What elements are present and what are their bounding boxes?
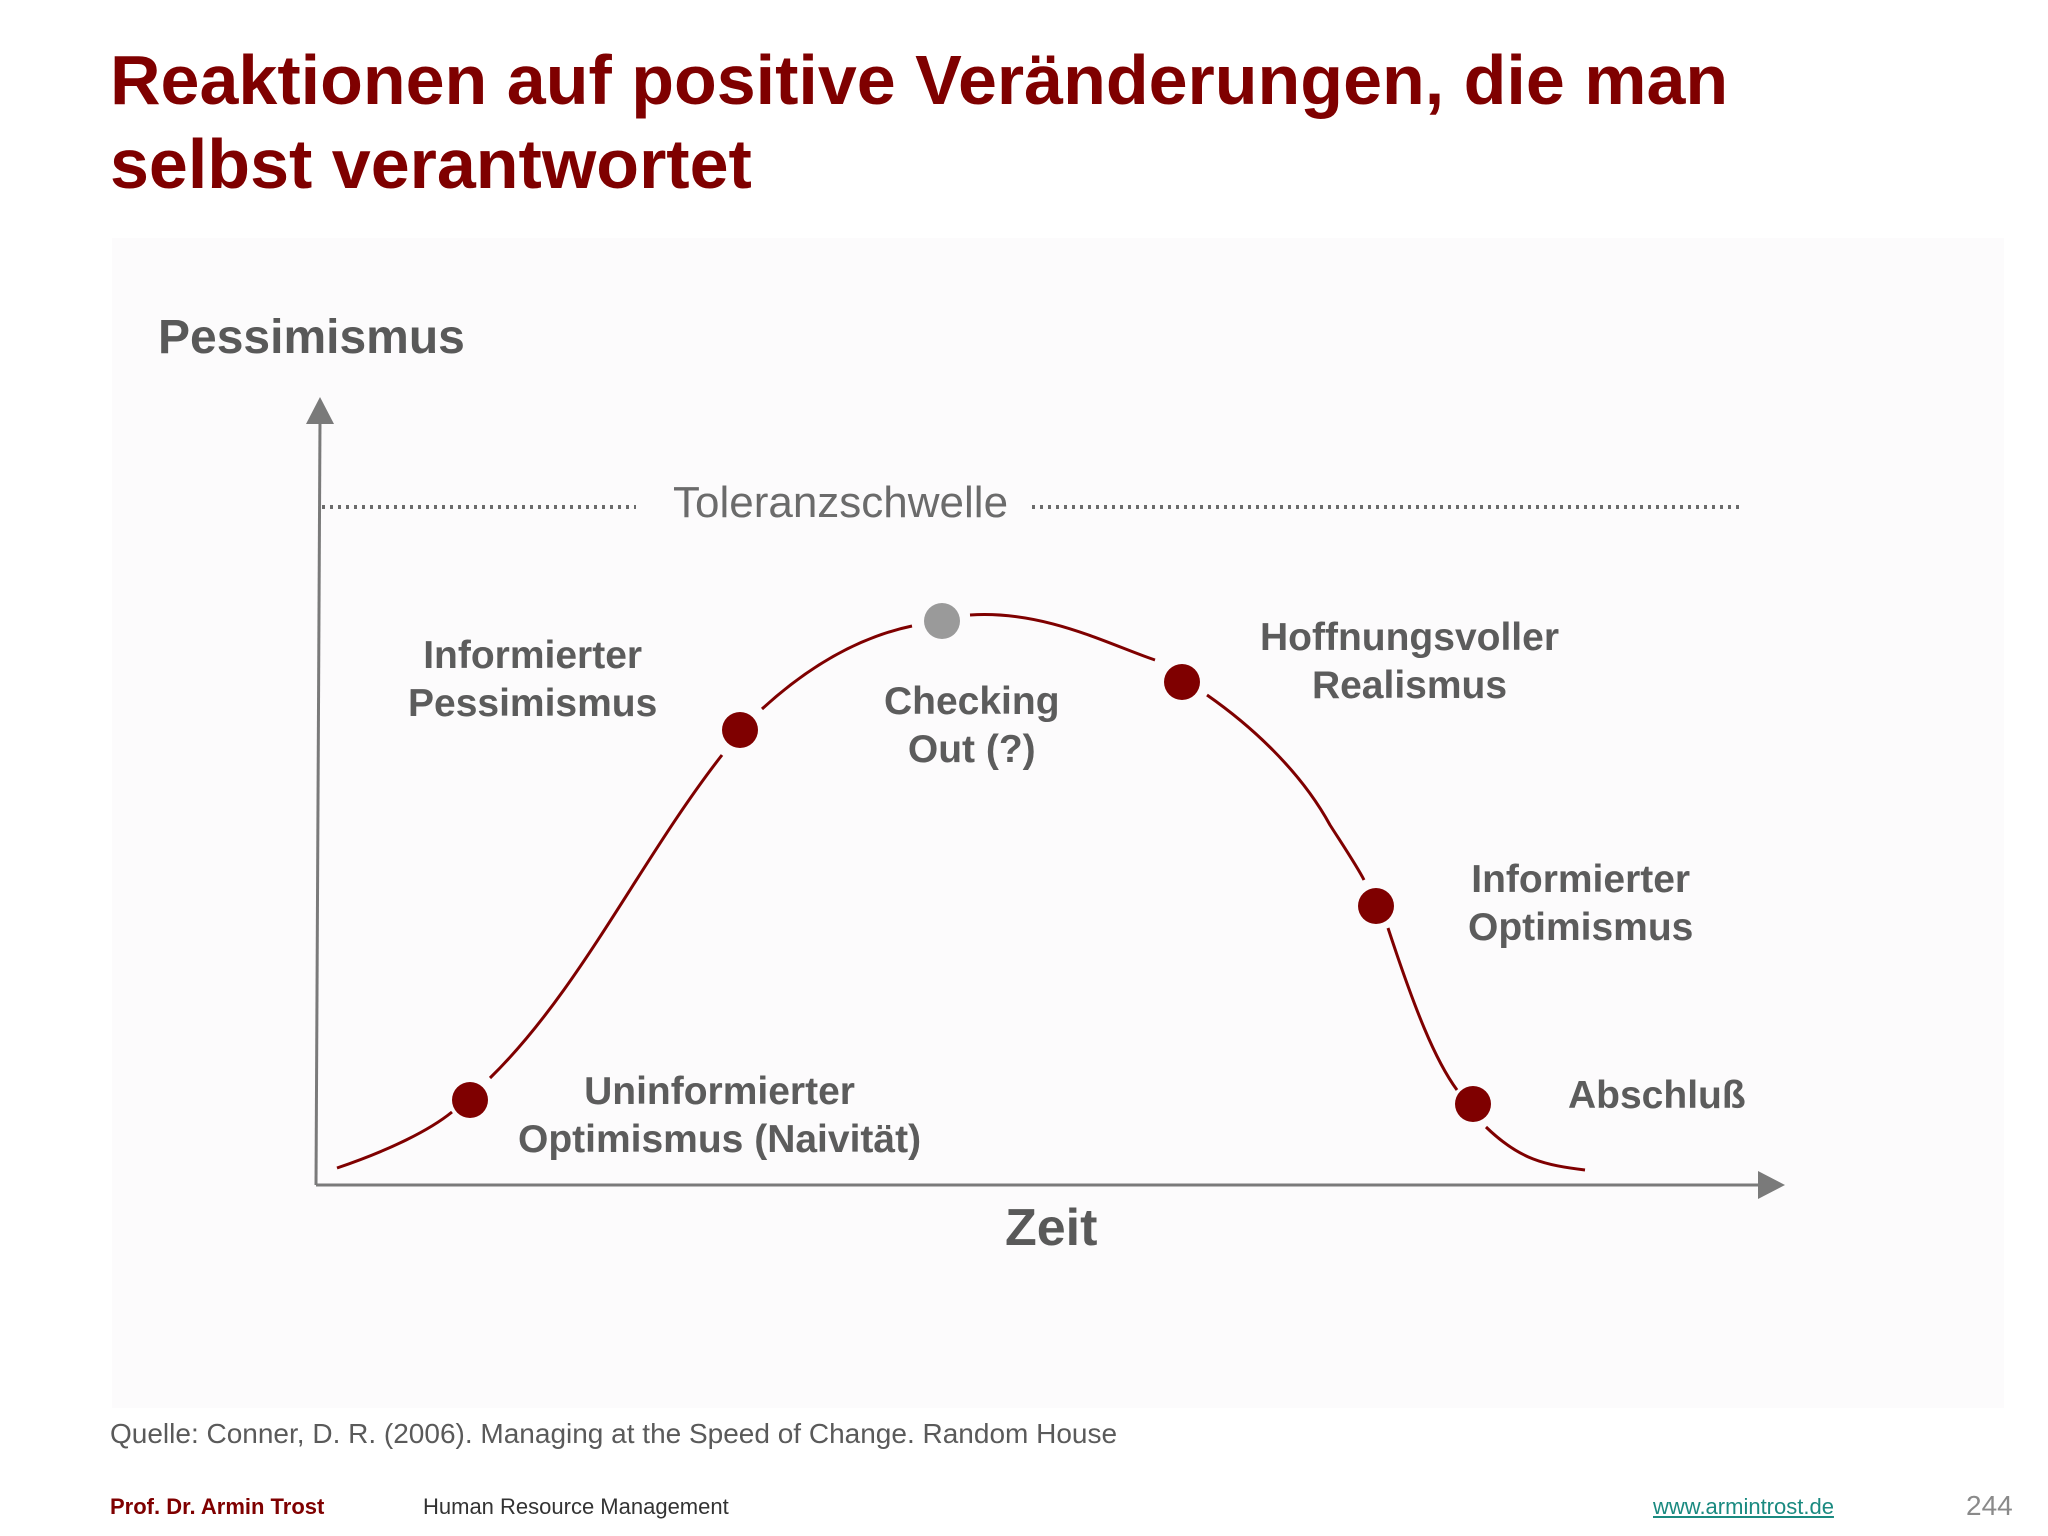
y-axis-line <box>314 419 322 1186</box>
footer-course: Human Resource Management <box>423 1494 729 1519</box>
x-axis-arrowhead <box>1758 1171 1785 1199</box>
stage-label-line: Out (?) <box>907 728 1036 771</box>
stage-label-line: Pessimismus <box>408 682 658 725</box>
stage-marker-uninformed-optimism <box>452 1082 488 1118</box>
stage-label-line: Informierter <box>423 634 643 677</box>
footer-author: Prof. Dr. Armin Trost <box>110 1494 325 1519</box>
stage-markers <box>452 603 1491 1122</box>
diagram-panel <box>112 238 2004 1408</box>
stage-label-uninformed-optimism: Uninformierter Optimismus (Naivität) <box>518 1068 921 1164</box>
stage-label-line: Optimismus (Naivität) <box>518 1118 922 1161</box>
slide-title-line-1: Reaktionen auf positive Veränderungen, d… <box>110 41 1729 119</box>
footer-website-link[interactable]: www.armintrost.de <box>1653 1494 1834 1519</box>
stage-label-completion: Abschluß <box>1568 1072 1746 1120</box>
stage-label-line: Uninformierter <box>584 1070 855 1113</box>
stage-label-informed-pessimism: Informierter Pessimismus <box>408 632 657 728</box>
page-number: 244 <box>1966 1490 2013 1521</box>
change-curve <box>336 613 1586 1172</box>
stage-marker-informed-optimism <box>1358 888 1394 924</box>
source-citation: Quelle: Conner, D. R. (2006). Managing a… <box>110 1418 1118 1449</box>
slide-title: Reaktionen auf positive Veränderungen, d… <box>110 38 1990 206</box>
stage-label-hopeful-realism: Hoffnungsvoller Realismus <box>1260 614 1559 710</box>
x-axis-label: Zeit <box>1005 1199 1098 1257</box>
y-axis-arrowhead <box>306 397 334 424</box>
stage-label-line: Hoffnungsvoller <box>1260 616 1559 659</box>
axes <box>306 397 1785 1199</box>
stage-label-checking-out: Checking Out (?) <box>884 678 1060 774</box>
stage-label-line: Checking <box>884 680 1060 723</box>
stage-label-line: Abschluß <box>1568 1074 1746 1117</box>
stage-label-line: Informierter <box>1471 858 1691 901</box>
stage-marker-informed-pessimism <box>722 712 758 748</box>
tolerance-threshold-label: Toleranzschwelle <box>655 478 1027 528</box>
y-axis-label: Pessimismus <box>158 311 465 364</box>
slide-title-line-2: selbst verantwortet <box>110 125 752 203</box>
stage-marker-completion <box>1455 1086 1491 1122</box>
stage-label-line: Realismus <box>1311 664 1508 707</box>
stage-label-informed-optimism: Informierter Optimismus <box>1468 856 1693 952</box>
stage-marker-hopeful-realism <box>1164 664 1200 700</box>
stage-marker-checking-out <box>924 603 960 639</box>
stage-label-line: Optimismus <box>1468 906 1694 949</box>
